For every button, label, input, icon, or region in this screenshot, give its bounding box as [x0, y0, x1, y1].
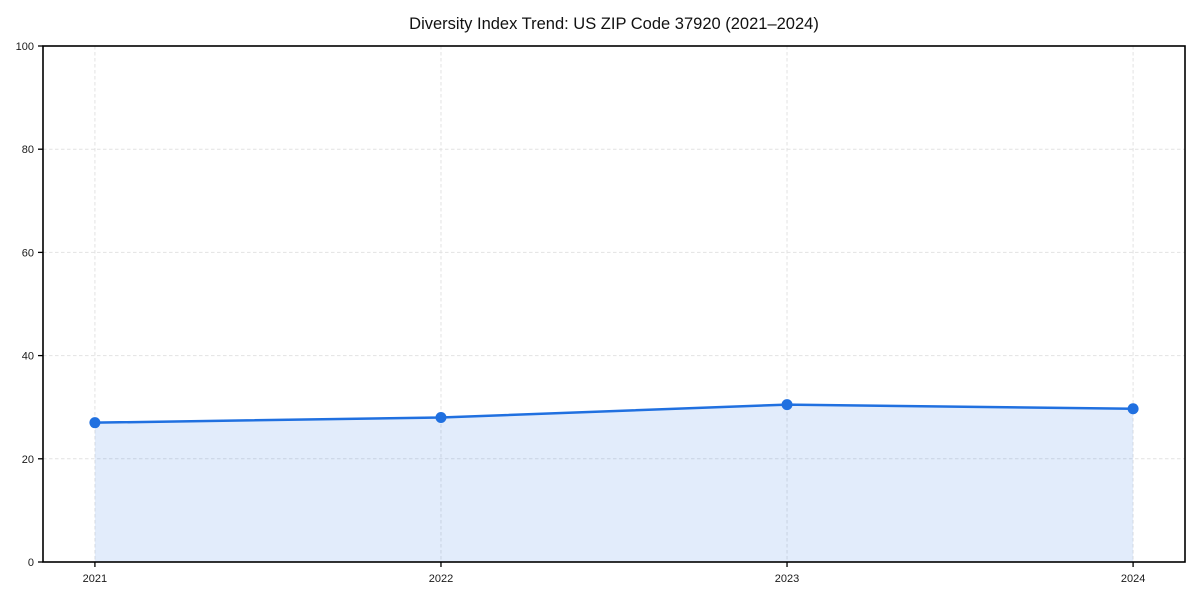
plot-area: 0 20 40 60 80 100 2021 2022 2023 2024 — [16, 41, 1186, 585]
y-tick-label: 80 — [22, 144, 34, 156]
y-tick-label: 20 — [22, 454, 34, 466]
y-tick-label: 0 — [28, 557, 34, 569]
data-point-2024 — [1127, 403, 1139, 415]
x-tick-label: 2021 — [83, 573, 107, 585]
plot-border — [42, 45, 1186, 563]
chart-title: Diversity Index Trend: US ZIP Code 37920… — [409, 15, 819, 33]
area-fill — [94, 404, 1134, 562]
data-point-2022 — [435, 412, 447, 424]
x-tick-label: 2024 — [1121, 573, 1145, 585]
x-tick-label: 2023 — [775, 573, 799, 585]
x-tick-label: 2022 — [429, 573, 453, 585]
trend-line — [93, 403, 1135, 424]
data-point-2021 — [89, 417, 101, 429]
data-point-2023 — [781, 399, 793, 411]
y-tick-label: 100 — [16, 41, 34, 53]
y-tick-label: 40 — [22, 351, 34, 363]
y-tick-label: 60 — [22, 247, 34, 259]
